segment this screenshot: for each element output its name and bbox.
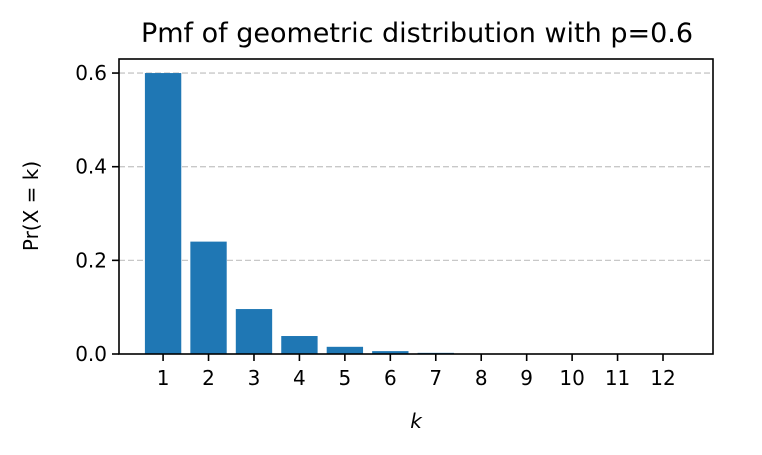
x-tick-label: 10	[559, 366, 584, 390]
x-tick-label: 9	[520, 366, 533, 390]
x-axis: 1 2 3 4 5 6 7 8 9 10 11 12	[157, 354, 676, 390]
bar-5	[326, 346, 364, 354]
x-tick-label: 4	[293, 366, 306, 390]
x-tick-label: 12	[650, 366, 675, 390]
bar-4	[281, 336, 318, 354]
bar-6	[372, 351, 409, 354]
y-tick-label: 0.2	[75, 248, 107, 272]
bars	[144, 73, 682, 355]
x-tick-label: 11	[605, 366, 630, 390]
x-tick-label: 2	[202, 366, 215, 390]
plot-frame	[118, 58, 714, 355]
y-tick-label: 0.4	[75, 155, 107, 179]
x-tick-label: 6	[384, 366, 397, 390]
y-axis-label: Pr(X = k)	[19, 161, 43, 251]
x-axis-label: k	[410, 409, 423, 433]
x-tick-label: 1	[157, 366, 170, 390]
bar-1	[144, 73, 182, 355]
y-tick-label: 0.6	[75, 61, 107, 85]
bar-2	[190, 241, 227, 354]
y-axis: 0.0 0.2 0.4 0.6	[75, 61, 119, 366]
x-tick-label: 3	[248, 366, 261, 390]
bar-3	[235, 309, 273, 354]
grid	[119, 72, 713, 261]
y-tick-label: 0.0	[75, 342, 107, 366]
x-tick-label: 5	[339, 366, 352, 390]
x-tick-label: 7	[429, 366, 442, 390]
chart-title: Pmf of geometric distribution with p=0.6	[141, 18, 693, 49]
x-tick-label: 8	[475, 366, 488, 390]
